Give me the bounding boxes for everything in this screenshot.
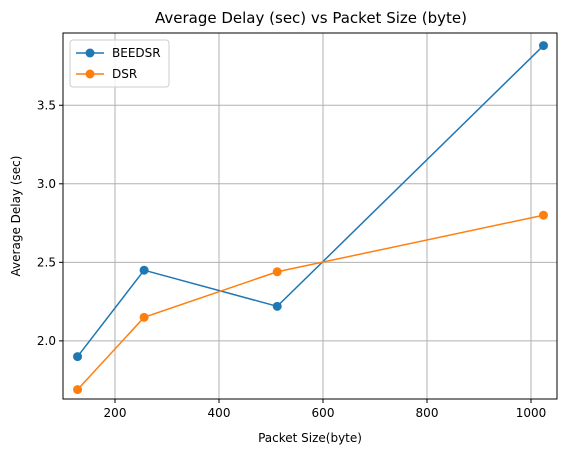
series-lines bbox=[73, 41, 548, 395]
data-point-dsr bbox=[272, 267, 282, 277]
legend: BEEDSR DSR bbox=[69, 39, 170, 88]
data-point-beedsr bbox=[272, 301, 282, 311]
legend-label-beedsr: BEEDSR bbox=[112, 46, 161, 60]
x-tick-label: 400 bbox=[208, 406, 231, 420]
data-point-dsr bbox=[139, 312, 149, 322]
data-point-beedsr bbox=[139, 265, 149, 275]
y-tick-label: 3.5 bbox=[37, 98, 56, 112]
legend-label-dsr: DSR bbox=[112, 67, 137, 81]
series-line-dsr bbox=[77, 214, 544, 391]
x-tick-label: 1000 bbox=[516, 406, 547, 420]
series-line-beedsr bbox=[76, 45, 545, 358]
y-tick-label: 3.0 bbox=[37, 177, 56, 191]
y-tick-label: 2.5 bbox=[37, 255, 56, 269]
x-tick-label: 600 bbox=[312, 406, 335, 420]
data-point-beedsr bbox=[73, 352, 83, 362]
legend-marker-dsr bbox=[85, 69, 95, 79]
x-tick-label: 200 bbox=[104, 406, 127, 420]
legend-box bbox=[69, 39, 170, 88]
y-tick-label: 2.0 bbox=[37, 334, 56, 348]
axis-ticks: 200 400 600 800 1000 2.0 2.5 3.0 3.5 bbox=[37, 98, 546, 420]
data-point-dsr bbox=[538, 210, 548, 220]
grid bbox=[63, 33, 557, 399]
y-axis-label: Average Delay (sec) bbox=[9, 156, 23, 277]
chart-title: Average Delay (sec) vs Packet Size (byte… bbox=[155, 9, 467, 27]
data-point-dsr bbox=[73, 385, 83, 395]
legend-marker-beedsr bbox=[85, 48, 95, 58]
data-point-beedsr bbox=[538, 41, 548, 51]
x-axis-label: Packet Size(byte) bbox=[258, 431, 362, 445]
x-tick-label: 800 bbox=[416, 406, 439, 420]
plot-frame bbox=[62, 32, 558, 400]
